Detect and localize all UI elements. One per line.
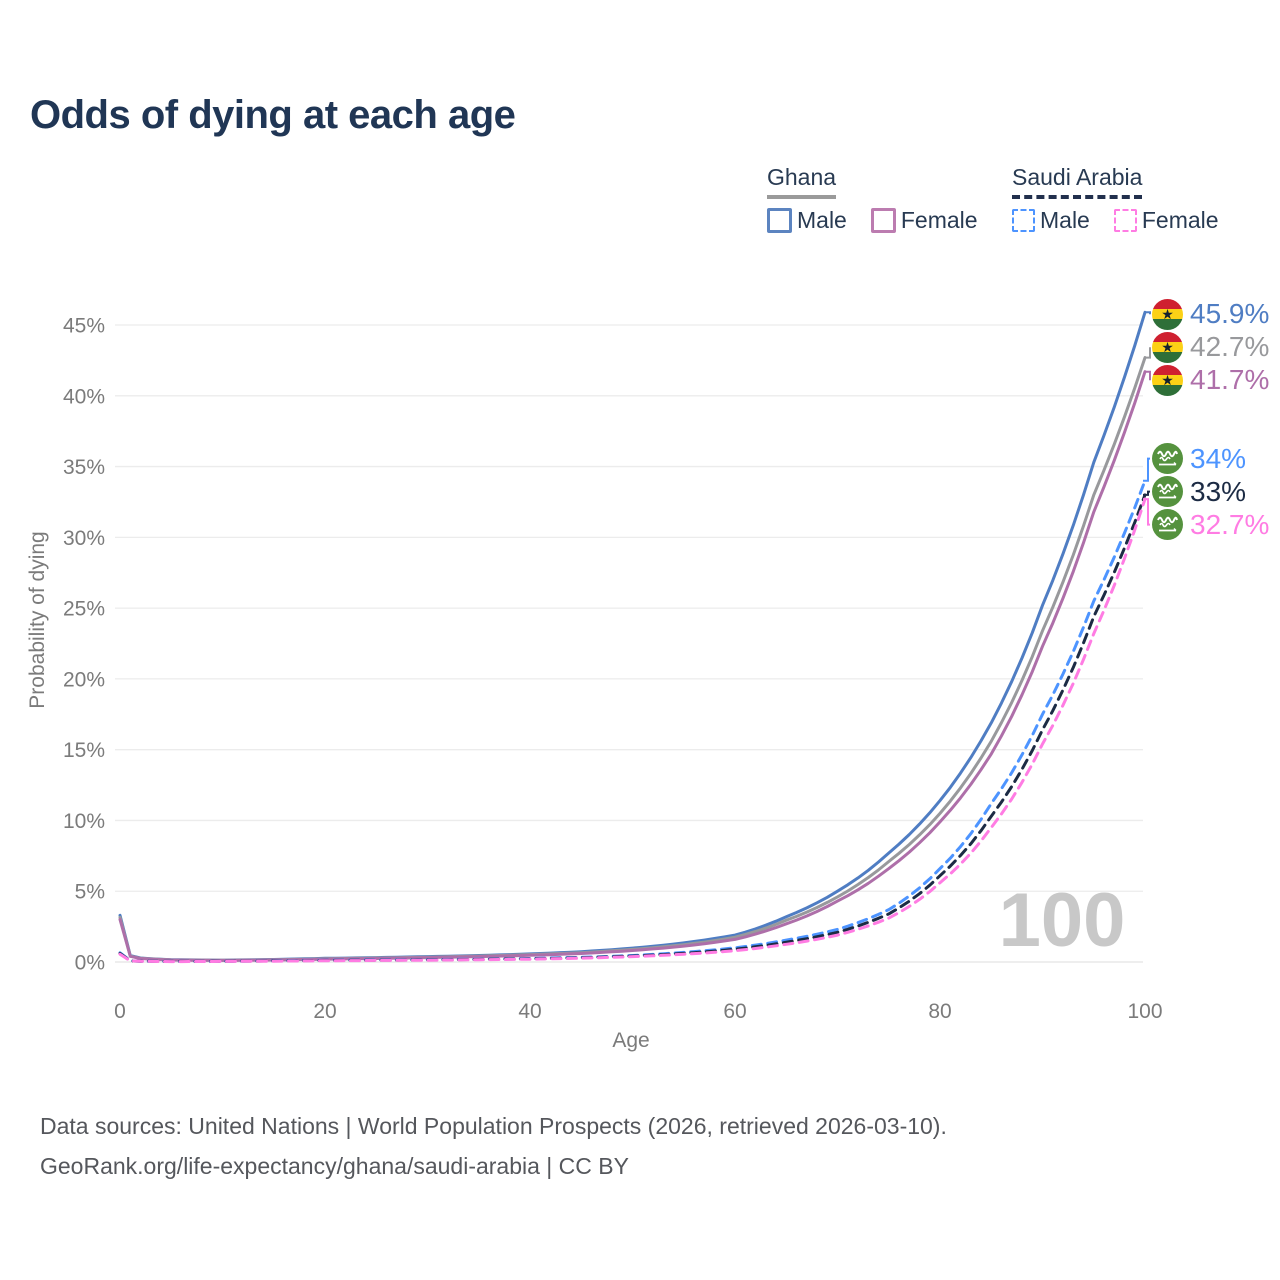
end-label-connector — [1145, 347, 1151, 359]
legend-item-ghana-female[interactable]: Female — [870, 207, 978, 234]
hover-age-watermark: 100 — [999, 878, 1126, 963]
page-title: Odds of dying at each age — [30, 93, 516, 137]
x-tick-label: 0 — [114, 1000, 126, 1023]
series-line-ghana-female[interactable] — [118, 370, 1147, 962]
y-tick-label: 25% — [63, 598, 105, 621]
end-label-value: 45.9% — [1190, 298, 1270, 330]
y-tick-label: 10% — [63, 810, 105, 833]
end-label-value: 42.7% — [1190, 331, 1270, 363]
ghana-flag-icon: ★ — [1152, 364, 1183, 396]
saudi-arabia-flag-icon — [1152, 476, 1183, 508]
end-label-saudi-arabia-female: 32.7% — [1152, 508, 1269, 542]
end-label-connector — [1143, 498, 1150, 526]
y-tick-label: 20% — [63, 668, 105, 691]
series-line-ghana-both-sexes[interactable] — [118, 356, 1147, 962]
end-label-connector — [1143, 457, 1150, 482]
x-tick-label: 100 — [1127, 1000, 1162, 1023]
legend-country-saudi-arabia: Saudi Arabia — [1012, 164, 1143, 199]
saudi-arabia-flag-icon — [1152, 443, 1183, 475]
series-line-saudi-arabia-female[interactable] — [118, 497, 1147, 964]
end-label-connector — [1143, 490, 1150, 496]
legend-group-saudi-arabia: Saudi Arabia Male Female — [1012, 164, 1219, 234]
footer-source-line: Data sources: United Nations | World Pop… — [40, 1113, 947, 1139]
x-tick-label: 60 — [723, 1000, 746, 1023]
x-tick-label: 40 — [518, 1000, 541, 1023]
legend-items-ghana: Male Female — [767, 207, 978, 234]
legend-item-saudi-female[interactable]: Female — [1113, 207, 1219, 234]
y-tick-label: 40% — [63, 385, 105, 408]
end-label-ghana-female: ★ 41.7% — [1152, 363, 1269, 397]
legend-item-label: Female — [1141, 207, 1219, 233]
y-tick-label: 5% — [75, 881, 105, 904]
ghana-male-swatch-icon — [767, 208, 792, 233]
x-tick-label: 20 — [313, 1000, 336, 1023]
end-label-value: 34% — [1190, 442, 1247, 474]
legend-item-saudi-male[interactable]: Male — [1012, 207, 1090, 234]
y-tick-label: 35% — [63, 456, 105, 479]
legend-item-label: Male — [797, 207, 847, 233]
end-label-ghana-both-sexes: ★ 42.7% — [1152, 330, 1269, 364]
end-label-saudi-arabia-male: 34% — [1152, 442, 1246, 476]
legend-item-label: Female — [900, 207, 978, 233]
end-label-connector — [1145, 370, 1151, 381]
legend-group-ghana: Ghana Male Female — [767, 164, 978, 234]
y-tick-label: 0% — [75, 952, 105, 975]
ghana-female-swatch-icon — [870, 208, 896, 233]
saudi-female-swatch-icon — [1113, 209, 1137, 232]
legend-item-ghana-male[interactable]: Male — [767, 207, 847, 234]
legend-country-ghana: Ghana — [767, 164, 837, 199]
x-axis-title: Age — [612, 1029, 649, 1052]
series-line-ghana-male[interactable] — [118, 310, 1147, 962]
end-label-saudi-arabia-both-sexes: 33% — [1152, 475, 1246, 509]
legend-items-saudi-arabia: Male Female — [1012, 207, 1219, 234]
chart-footer: Data sources: United Nations | World Pop… — [40, 1106, 947, 1186]
ghana-flag-icon: ★ — [1152, 331, 1183, 363]
y-tick-label: 45% — [63, 315, 105, 338]
y-tick-label: 15% — [63, 739, 105, 762]
end-label-value: 33% — [1190, 475, 1247, 507]
y-tick-label: 30% — [63, 527, 105, 550]
saudi-arabia-flag-icon — [1152, 509, 1183, 541]
x-tick-label: 80 — [928, 1000, 951, 1023]
legend-item-label: Male — [1040, 207, 1090, 233]
end-label-value: 32.7% — [1190, 508, 1270, 540]
end-label-connector — [1145, 311, 1151, 315]
end-label-value: 41.7% — [1190, 364, 1270, 396]
end-label-ghana-male: ★ 45.9% — [1152, 297, 1269, 331]
footer-url-line: GeoRank.org/life-expectancy/ghana/saudi-… — [40, 1153, 629, 1179]
saudi-male-swatch-icon — [1012, 209, 1035, 232]
ghana-flag-icon: ★ — [1152, 298, 1183, 330]
y-axis-title: Probability of dying — [26, 531, 49, 708]
